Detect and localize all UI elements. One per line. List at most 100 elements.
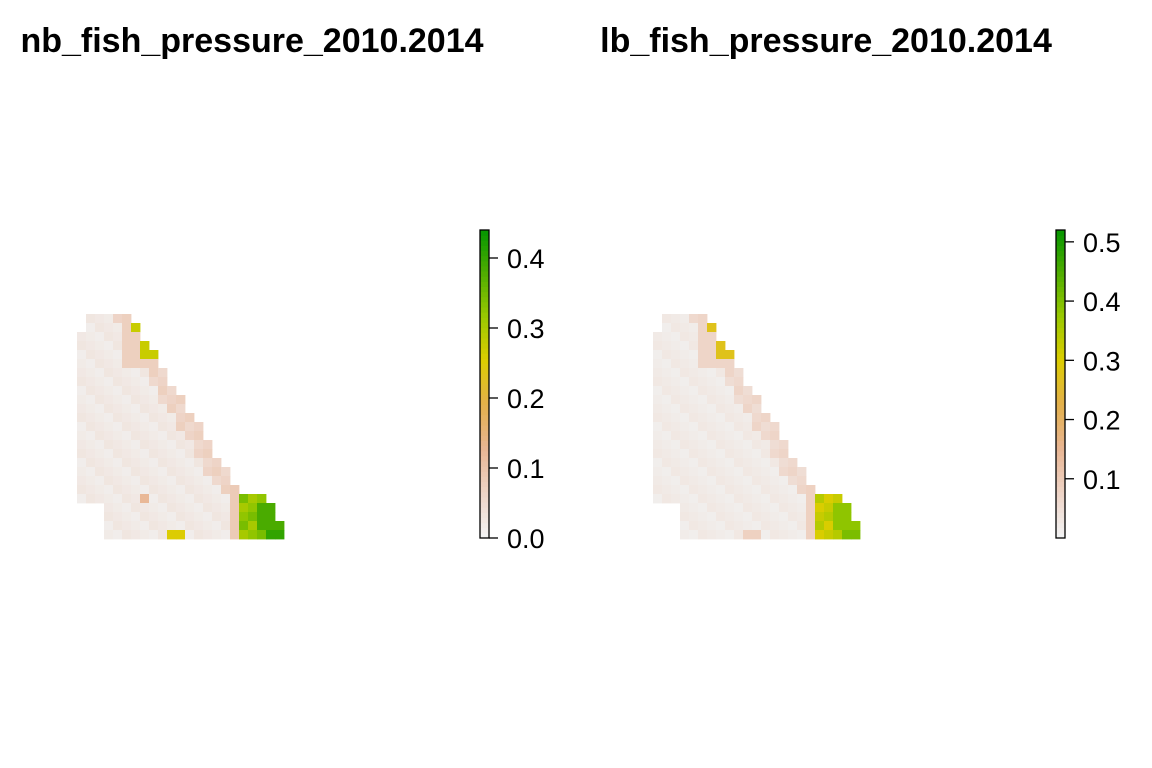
raster-cell [689, 359, 699, 369]
raster-cell [113, 449, 123, 459]
raster-cell [734, 494, 744, 504]
raster-cell [158, 476, 168, 486]
colorbar-segment [480, 312, 489, 318]
raster-cell [266, 521, 276, 531]
raster-cell [122, 323, 132, 333]
colorbar-segment [1056, 317, 1065, 323]
raster-cell [671, 341, 681, 351]
raster-cell [716, 368, 726, 378]
raster-cell [743, 422, 753, 432]
raster-cell [707, 350, 717, 360]
raster-cell [140, 449, 150, 459]
colorbar-tick-label: 0.2 [507, 384, 545, 414]
raster-cell [761, 521, 771, 531]
raster-cell [761, 494, 771, 504]
raster-cell [77, 422, 87, 432]
raster-cell [122, 341, 132, 351]
raster-cell [140, 521, 150, 531]
raster-cell [743, 449, 753, 459]
raster-cell [716, 476, 726, 486]
raster-cell [158, 512, 168, 522]
colorbar-segment [480, 394, 489, 400]
raster-cell [788, 467, 798, 477]
raster-cell [707, 503, 717, 513]
raster-cell [653, 440, 663, 450]
raster-cell [266, 512, 276, 522]
raster-cell [230, 485, 240, 495]
raster-cell [734, 368, 744, 378]
raster-cell [680, 422, 690, 432]
raster-cell [725, 386, 735, 396]
raster-cell [212, 467, 222, 477]
raster-cell [689, 503, 699, 513]
colorbar-segment [1056, 260, 1065, 267]
raster-cell [689, 431, 699, 441]
raster-cell [716, 512, 726, 522]
raster-cell [248, 521, 258, 531]
raster-cell [779, 467, 789, 477]
colorbar-segment [480, 430, 489, 436]
raster-cell [770, 530, 780, 540]
raster-cell [113, 422, 123, 432]
raster-cell [149, 512, 159, 522]
raster-cell [104, 503, 114, 513]
raster-cell [806, 485, 816, 495]
raster-cell [797, 530, 807, 540]
raster-cell [734, 512, 744, 522]
raster-cell [707, 440, 717, 450]
raster-cell [158, 386, 168, 396]
raster-cell [671, 431, 681, 441]
raster-cell [140, 350, 150, 360]
raster-cell [140, 395, 150, 405]
raster-cell [149, 359, 159, 369]
raster-cell [221, 530, 231, 540]
raster-cell [104, 476, 114, 486]
raster-cell [707, 458, 717, 468]
raster-cell [698, 512, 708, 522]
raster-cell [797, 512, 807, 522]
colorbar-segment [480, 276, 489, 282]
raster-cell [671, 323, 681, 333]
raster-cell [761, 413, 771, 423]
raster-cell [158, 521, 168, 531]
raster-cell [113, 530, 123, 540]
colorbar-segment [480, 281, 489, 287]
raster-cell [770, 494, 780, 504]
raster-cell [86, 431, 96, 441]
raster-cell [104, 314, 114, 324]
raster-cell [230, 512, 240, 522]
raster-cell [104, 368, 114, 378]
raster-cell [122, 521, 132, 531]
raster-cell [86, 413, 96, 423]
raster-cell [149, 458, 159, 468]
raster-cell [149, 449, 159, 459]
colorbar-segment [480, 527, 489, 534]
raster-cell [131, 431, 141, 441]
raster-cell [698, 368, 708, 378]
raster-cell [158, 413, 168, 423]
raster-cell [149, 476, 159, 486]
raster-cell [113, 458, 123, 468]
raster-cell [86, 485, 96, 495]
raster-cell [680, 377, 690, 387]
raster-cell [257, 530, 267, 540]
raster-cell [77, 467, 87, 477]
raster-cell [671, 494, 681, 504]
raster-cell [725, 458, 735, 468]
raster-cell [104, 359, 114, 369]
raster-cell [140, 431, 150, 441]
colorbar-segment [1056, 230, 1065, 236]
legend-colorbar-nb: 0.0 0.1 0.2 0.3 0.4 [479, 229, 545, 554]
raster-cell [131, 377, 141, 387]
raster-cell [689, 323, 699, 333]
raster-cell [689, 530, 699, 540]
raster-cell [140, 413, 150, 423]
raster-cell [725, 350, 735, 360]
raster-cell [698, 530, 708, 540]
raster-cell [239, 512, 249, 522]
raster-cell [203, 503, 213, 513]
raster-cell [158, 449, 168, 459]
raster-cell [131, 485, 141, 495]
raster-cell [770, 476, 780, 486]
raster-cell [257, 494, 267, 504]
